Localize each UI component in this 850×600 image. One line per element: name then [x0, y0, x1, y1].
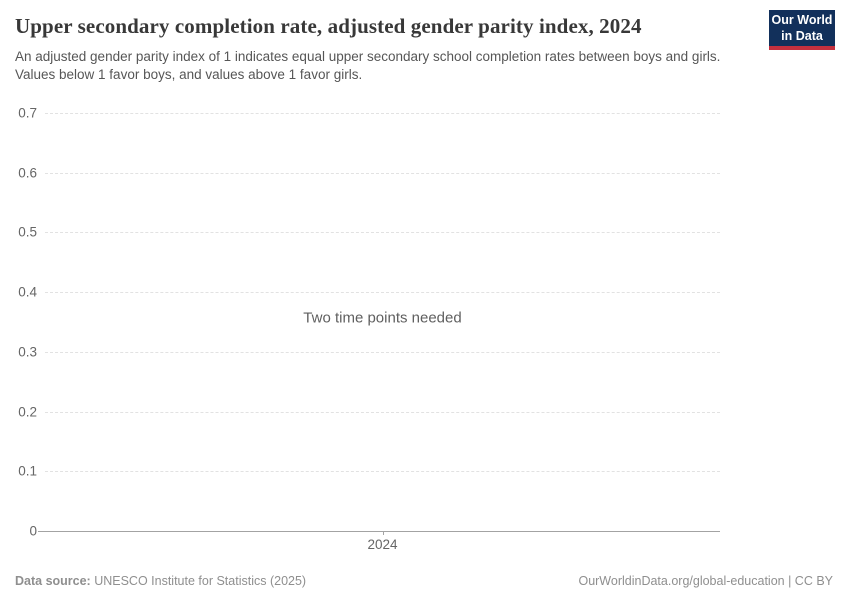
- x-tick-mark: [382, 531, 384, 535]
- data-source-label: Data source:: [15, 574, 91, 588]
- gridline: [45, 172, 720, 174]
- y-tick-label: 0.1: [18, 463, 37, 479]
- owid-logo: Our World in Data: [769, 10, 835, 50]
- gridline: [45, 351, 720, 353]
- gridline: [45, 471, 720, 473]
- gridline: [45, 411, 720, 413]
- y-tick-label: 0.7: [18, 105, 37, 121]
- gridline: [45, 232, 720, 234]
- chart-subtitle: An adjusted gender parity index of 1 ind…: [15, 49, 721, 82]
- y-tick-label: 0.6: [18, 165, 37, 181]
- owid-logo-line1: Our World: [771, 12, 833, 27]
- gridline: [45, 292, 720, 294]
- y-tick-label: 0.5: [18, 224, 37, 240]
- data-source-value: UNESCO Institute for Statistics (2025): [90, 574, 307, 588]
- y-tick-label: 0: [29, 523, 37, 539]
- y-tick-label: 0.2: [18, 404, 37, 420]
- chart-title: Upper secondary completion rate, adjuste…: [15, 14, 642, 38]
- plot-area: Two time points needed 0.7 0.6 0.5 0.4 0.3 0.…: [18, 106, 720, 552]
- x-axis-line: [38, 531, 720, 532]
- x-tick-label: 2024: [367, 537, 398, 552]
- chart-footer: Data source: UNESCO Institute for Statis…: [15, 574, 833, 588]
- owid-logo-line2: in Data: [781, 29, 823, 43]
- credit-link[interactable]: OurWorldinData.org/global-education | CC…: [578, 574, 833, 588]
- data-source: Data source: UNESCO Institute for Statis…: [15, 574, 306, 588]
- gridline: [45, 113, 720, 114]
- y-tick-label: 0.3: [18, 344, 37, 360]
- chart-message: Two time points needed: [303, 309, 462, 327]
- y-tick-label: 0.4: [18, 284, 37, 300]
